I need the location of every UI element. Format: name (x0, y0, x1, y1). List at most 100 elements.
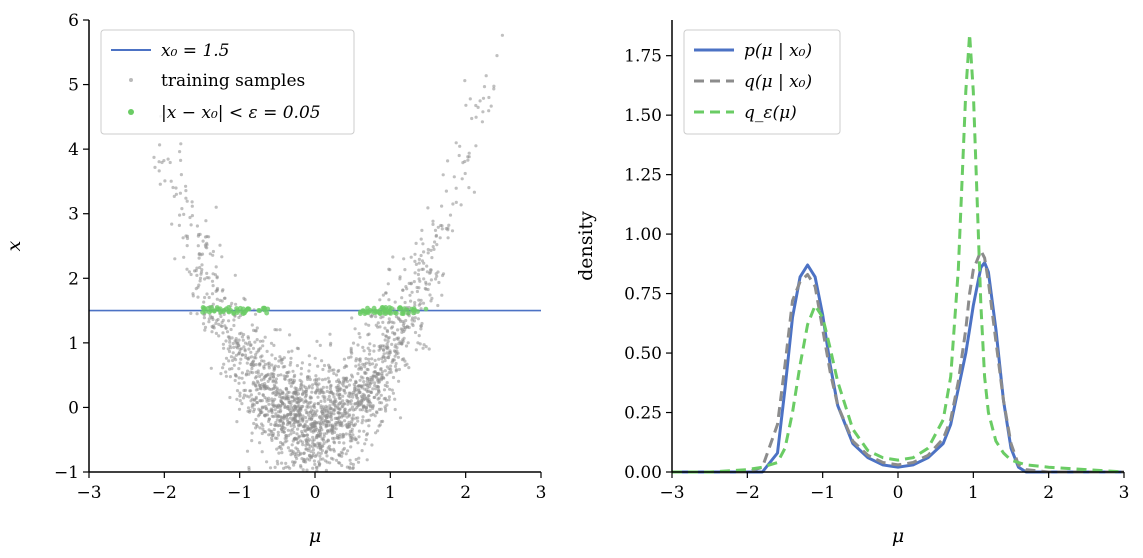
training-sample-point (258, 385, 263, 389)
training-sample-point (328, 387, 332, 391)
training-sample-point (437, 280, 441, 285)
training-sample-point (235, 397, 239, 401)
training-sample-point (391, 255, 395, 259)
training-sample-point (233, 378, 237, 383)
training-sample-point (273, 465, 277, 469)
training-sample-point (229, 355, 233, 359)
training-sample-point (440, 227, 444, 231)
training-sample-point (218, 243, 222, 247)
training-sample-point (377, 407, 381, 411)
training-sample-point (379, 401, 384, 405)
training-sample-point (335, 392, 339, 396)
training-sample-point (371, 378, 375, 382)
training-sample-point (166, 157, 170, 161)
training-sample-point (417, 334, 421, 338)
training-sample-point (299, 372, 303, 376)
y-tick-label: 6 (68, 11, 79, 31)
training-sample-point (413, 303, 417, 307)
training-sample-point (446, 228, 450, 232)
training-sample-point (369, 381, 373, 385)
training-sample-point (373, 381, 377, 385)
training-sample-point (232, 323, 236, 328)
training-sample-point (275, 436, 279, 440)
training-sample-point (340, 382, 344, 386)
training-sample-point (312, 404, 316, 408)
training-sample-point (365, 433, 369, 437)
training-sample-point (279, 415, 283, 419)
training-sample-point (319, 451, 323, 455)
training-sample-point (337, 440, 341, 445)
training-sample-point (374, 315, 378, 319)
training-sample-point (380, 370, 384, 374)
training-sample-point (368, 349, 372, 353)
training-sample-point (345, 385, 349, 389)
selected-sample-point (380, 305, 386, 311)
training-sample-point (278, 418, 282, 422)
training-sample-point (353, 407, 357, 411)
training-sample-point (263, 387, 267, 391)
training-sample-point (321, 411, 325, 416)
training-sample-point (309, 422, 313, 427)
training-sample-point (381, 320, 385, 324)
training-sample-point (180, 207, 184, 211)
training-sample-point (364, 409, 368, 413)
training-sample-point (275, 391, 279, 395)
training-sample-point (323, 399, 327, 403)
training-sample-point (484, 74, 488, 78)
training-sample-point (327, 444, 332, 448)
legend-label-x0: x₀ = 1.5 (161, 41, 230, 61)
training-sample-point (298, 413, 302, 418)
training-sample-point (325, 389, 329, 393)
training-sample-point (454, 186, 458, 190)
training-sample-point (202, 300, 206, 304)
training-sample-point (328, 332, 332, 336)
training-sample-point (319, 406, 323, 410)
training-sample-point (482, 85, 487, 89)
training-sample-point (376, 429, 380, 433)
training-sample-point (276, 415, 280, 419)
x-tick-label: −3 (76, 483, 101, 503)
training-sample-point (249, 343, 253, 347)
training-sample-point (254, 423, 258, 427)
training-sample-point (220, 255, 224, 259)
x-tick-label: 2 (1043, 483, 1054, 503)
training-sample-point (196, 244, 200, 248)
right-legend: p(μ | x₀) q(μ | x₀) q_ε(μ) (683, 29, 841, 135)
training-sample-point (426, 251, 430, 255)
training-sample-point (332, 368, 336, 372)
legend-label-selected: |x − x₀| < ε = 0.05 (161, 103, 321, 123)
training-sample-point (418, 342, 422, 346)
training-sample-point (341, 394, 345, 398)
training-sample-point (422, 261, 426, 265)
training-sample-point (307, 386, 311, 390)
training-sample-point (270, 438, 274, 442)
selected-sample-point (394, 310, 399, 316)
training-sample-point (367, 418, 371, 422)
training-sample-point (278, 410, 282, 414)
training-sample-point (372, 370, 376, 374)
training-sample-point (417, 298, 421, 302)
training-sample-point (254, 384, 258, 388)
training-sample-point (203, 235, 208, 239)
training-sample-point (266, 379, 270, 383)
training-sample-point (466, 155, 470, 159)
legend-label-training: training samples (161, 71, 305, 91)
training-sample-point (489, 104, 493, 108)
training-sample-point (238, 391, 242, 395)
training-sample-point (415, 289, 419, 294)
training-sample-point (376, 380, 380, 384)
training-sample-point (289, 356, 293, 360)
training-sample-point (392, 321, 396, 325)
training-sample-point (316, 364, 320, 368)
training-sample-point (321, 367, 325, 372)
training-sample-point (340, 435, 344, 439)
training-sample-point (354, 438, 358, 442)
training-sample-point (327, 369, 331, 373)
training-sample-point (299, 407, 303, 411)
training-sample-point (224, 370, 228, 374)
training-sample-point (199, 272, 203, 276)
selected-sample-point (218, 309, 224, 315)
training-sample-point (304, 411, 309, 415)
training-sample-point (435, 243, 439, 247)
training-sample-point (300, 457, 304, 461)
